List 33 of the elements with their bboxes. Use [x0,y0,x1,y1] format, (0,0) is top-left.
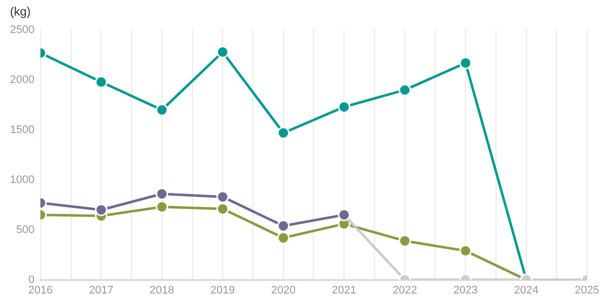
y-tick-label: 0 [28,274,34,286]
x-tick-label: 2016 [28,284,53,296]
x-tick-label: 2024 [514,284,539,296]
point [156,104,168,116]
point [459,244,472,258]
point [94,204,108,216]
x-tick-label: 2025 [574,284,600,296]
y-tick-label: 1500 [10,124,34,136]
point [94,76,108,88]
x-tick-label: 2022 [392,284,418,296]
y-tick-label: 2500 [10,24,34,36]
point [338,100,350,114]
point [156,200,168,214]
point [216,46,229,58]
point [216,190,229,204]
point [216,202,229,216]
y-tick-label: 500 [16,224,34,236]
point [277,232,290,244]
y-tick-label: 2000 [10,74,34,86]
x-tick-label: 2021 [332,284,356,296]
x-tick-label: 2020 [271,284,296,296]
y-tick-label: 1000 [10,174,34,186]
point [459,56,472,70]
point [398,84,412,96]
point [398,234,412,248]
point [277,220,290,232]
x-tick-label: 2017 [88,284,114,296]
x-tick-label: 2023 [453,284,478,296]
x-tick-label: 2018 [150,284,174,296]
point [277,126,290,140]
point [156,188,168,200]
y-axis-title: (kg) [10,4,31,18]
x-tick-label: 2019 [210,284,235,296]
